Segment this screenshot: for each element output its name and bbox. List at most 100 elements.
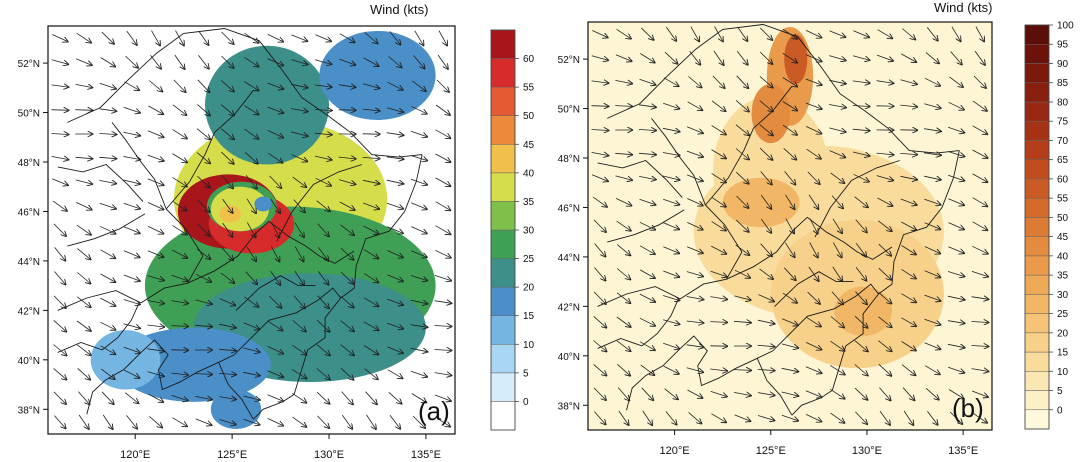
wind-vector (195, 418, 212, 425)
wind-vector (902, 387, 914, 401)
colorbar-swatch (490, 144, 516, 174)
wind-vector (341, 391, 353, 405)
wind-vector (809, 218, 818, 234)
wind-vector (973, 75, 986, 88)
wind-vector (900, 176, 917, 179)
wind-vector (54, 415, 65, 429)
wind-vector (733, 321, 751, 322)
wind-vector (151, 30, 161, 46)
wind-vector (663, 342, 679, 348)
wind-vector (410, 325, 428, 328)
colorbar-swatch (1024, 120, 1050, 141)
wind-vector (949, 411, 962, 424)
wind-vector (662, 319, 679, 325)
wind-vector (362, 83, 379, 89)
wind-vector (270, 270, 281, 285)
wind-vector (640, 53, 654, 63)
wind-vector (662, 153, 680, 156)
wind-vector (75, 110, 92, 111)
colorbar-tick-label: 5 (1057, 386, 1063, 397)
wind-vector (593, 387, 606, 400)
wind-vector (639, 269, 655, 278)
wind-vector (244, 128, 259, 139)
wind-vector (972, 245, 987, 253)
wind-vector (435, 104, 450, 115)
wind-vector (925, 388, 939, 399)
border-line (276, 164, 363, 242)
wind-vector (852, 55, 870, 60)
wind-vector (267, 82, 284, 89)
border-line (597, 298, 679, 349)
x-tick-label: 130°E (852, 445, 882, 457)
wind-vector (782, 101, 797, 111)
wind-vector (734, 269, 750, 278)
wind-vector (832, 242, 841, 258)
wind-vector (77, 272, 90, 284)
wind-vector (615, 198, 631, 205)
wind-vector (147, 202, 164, 210)
wind-vector (805, 126, 821, 133)
wind-vector (971, 271, 988, 276)
x-tick-label: 125°E (217, 449, 247, 461)
border-line (57, 302, 140, 353)
wind-vector (267, 106, 284, 113)
wind-vector (387, 274, 403, 282)
wind-vector (147, 226, 163, 233)
wind-vector (781, 368, 799, 371)
wind-vector (663, 270, 679, 277)
wind-vector (831, 291, 843, 305)
wind-vector (123, 346, 140, 352)
colorbar-swatch (1024, 255, 1050, 276)
border-line (67, 28, 423, 158)
wind-vector (243, 395, 260, 400)
wind-vector (949, 76, 964, 87)
colorbar-swatch (490, 172, 516, 202)
wind-vector (243, 347, 259, 352)
y-tick-label: 42°N (18, 306, 40, 317)
wind-vector (244, 105, 258, 115)
wind-vector (147, 250, 164, 257)
border-line (67, 213, 146, 247)
wind-vector (438, 30, 447, 46)
wind-vector (100, 368, 115, 379)
wind-vector (171, 274, 188, 281)
wind-vector (829, 55, 845, 61)
wind-vector (314, 155, 332, 160)
wind-vector (688, 412, 702, 423)
wind-vector (760, 194, 771, 209)
wind-vector (389, 31, 401, 44)
wind-vector (53, 223, 66, 236)
wind-vector (222, 222, 233, 237)
wind-vector (736, 75, 749, 88)
wind-vector (246, 246, 256, 261)
wind-vector (435, 416, 450, 426)
wind-vector (339, 33, 355, 43)
wind-vector (971, 297, 989, 300)
wind-vector (686, 345, 704, 347)
wind-vector (220, 272, 235, 283)
wind-vector (975, 26, 984, 42)
wind-vector (900, 198, 917, 205)
wind-vector (830, 412, 845, 423)
wind-vector (876, 153, 894, 155)
wind-vector (971, 346, 989, 347)
wind-vector (76, 320, 91, 331)
wind-vector (901, 317, 916, 326)
wind-vector (243, 322, 260, 330)
wind-vector (714, 26, 723, 42)
wind-vector (686, 174, 703, 181)
colorbar-swatch (1024, 236, 1050, 257)
wind-vector (126, 30, 137, 45)
wind-vector (900, 79, 917, 85)
wind-vector (855, 411, 867, 424)
wind-vector (878, 340, 891, 352)
wind-vector (437, 54, 448, 69)
wind-vector (594, 411, 605, 425)
wind-vector (854, 340, 868, 352)
colorbar-swatch (1024, 24, 1050, 45)
wind-vector (639, 293, 655, 302)
wind-vector (591, 106, 609, 107)
colorbar-tick-label: 15 (523, 311, 535, 322)
wind-vector (711, 125, 726, 134)
wind-vector (291, 34, 307, 41)
